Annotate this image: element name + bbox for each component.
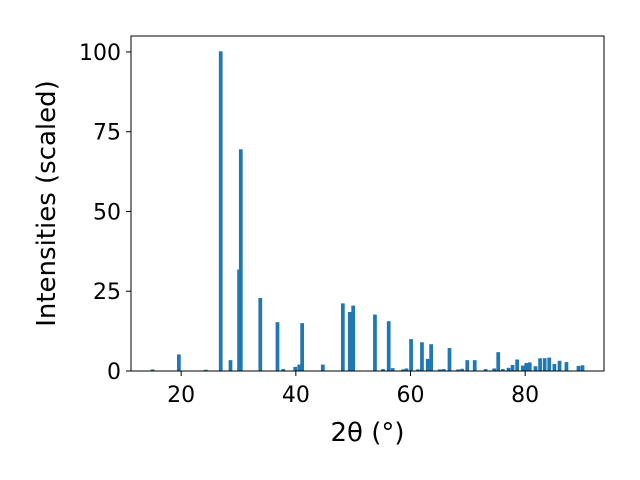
bar	[404, 368, 409, 371]
bar	[429, 344, 434, 371]
bar	[547, 357, 552, 371]
bar	[447, 348, 452, 371]
bar	[347, 311, 352, 371]
bar	[576, 365, 581, 371]
y-tick-label: 100	[79, 41, 121, 66]
x-tick-label: 60	[397, 383, 425, 408]
y-axis-label: Intensities (scaled)	[32, 80, 62, 327]
bar	[416, 369, 420, 371]
bar	[538, 358, 542, 371]
bar	[521, 365, 525, 371]
y-tick-label: 0	[107, 360, 121, 385]
bar	[297, 364, 302, 371]
bar	[281, 369, 286, 371]
bar	[340, 303, 345, 371]
bar	[506, 367, 511, 371]
y-axis-ticks: 0 25 50 75 100	[79, 41, 131, 385]
y-tick-label: 50	[93, 200, 121, 225]
bar	[275, 322, 280, 371]
bar	[465, 360, 470, 371]
x-axis-ticks: 20 40 60 80	[167, 371, 539, 408]
bar	[293, 366, 298, 371]
bar	[177, 354, 181, 371]
bar	[456, 369, 460, 371]
x-tick-label: 40	[282, 383, 310, 408]
bar	[150, 369, 155, 371]
bar	[580, 365, 585, 371]
x-tick-label: 20	[167, 383, 195, 408]
bar	[564, 362, 569, 371]
bar	[390, 368, 395, 371]
bar	[524, 363, 529, 371]
x-axis-label: 2θ (°)	[330, 418, 404, 448]
bar	[552, 363, 557, 371]
bar	[515, 359, 520, 371]
bar	[527, 362, 532, 371]
bar	[420, 342, 424, 371]
bar	[425, 358, 430, 371]
bar	[320, 364, 325, 371]
bar	[386, 321, 391, 371]
bar	[483, 369, 488, 371]
bar	[500, 369, 505, 371]
bar	[437, 369, 442, 371]
bar	[203, 369, 208, 371]
bar	[492, 368, 497, 371]
bar	[228, 360, 233, 371]
bar	[533, 366, 538, 371]
bar	[373, 314, 377, 371]
bar	[238, 149, 243, 371]
bar	[351, 305, 356, 371]
bar	[258, 297, 263, 371]
y-tick-label: 25	[93, 280, 121, 305]
bar	[218, 51, 223, 372]
bar	[381, 369, 385, 371]
bar	[510, 364, 515, 371]
bar	[409, 339, 413, 371]
bar	[542, 358, 547, 371]
bar	[496, 352, 501, 371]
bar	[300, 323, 305, 371]
bar	[472, 360, 477, 371]
y-tick-label: 75	[93, 121, 121, 146]
plot-frame	[130, 35, 605, 372]
bar	[557, 360, 562, 371]
bar	[460, 368, 464, 371]
x-tick-label: 80	[511, 383, 539, 408]
bar	[441, 369, 446, 371]
bar	[401, 369, 405, 371]
bars-group	[150, 51, 585, 372]
